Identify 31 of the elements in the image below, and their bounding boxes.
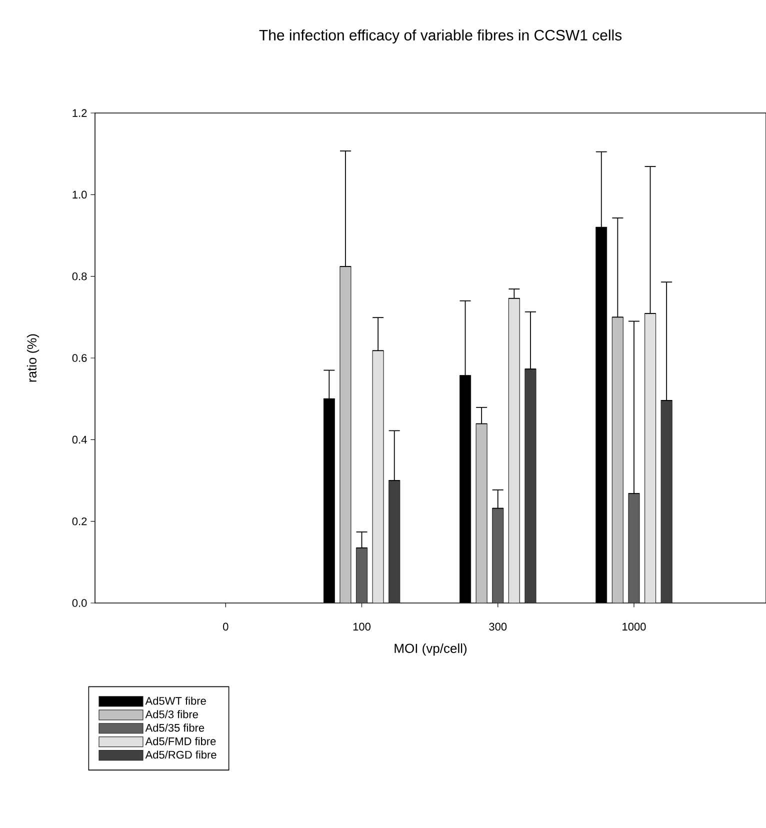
bar	[339, 266, 352, 603]
y-tick-label: 0.2	[72, 517, 86, 526]
bar	[644, 313, 656, 603]
y-tick-label: 1.0	[72, 190, 87, 199]
y-tick-label: 1.2	[72, 109, 86, 117]
bar	[372, 350, 384, 603]
bar	[476, 423, 488, 603]
chart-title: The infection efficacy of variable fibres in CCSW1 cells	[259, 29, 622, 44]
bar	[388, 480, 400, 603]
legend-label: Ad5/RGD fibre	[145, 750, 216, 759]
legend-label: Ad5/35 fibre	[145, 724, 204, 732]
x-tick-label: 1000	[622, 622, 646, 631]
x-tick-label: 300	[488, 622, 506, 631]
x-axis-title: MOI (vp/cell)	[394, 643, 466, 656]
x-tick-label: 0	[222, 622, 228, 631]
bar	[612, 316, 624, 603]
legend-label: Ad5/3 fibre	[145, 710, 198, 718]
bar	[356, 548, 368, 603]
y-tick-label: 0.6	[72, 354, 87, 362]
legend-label: Ad5WT fibre	[145, 696, 206, 705]
bar	[524, 368, 536, 603]
y-axis-title: ratio (%)	[26, 334, 39, 382]
bar	[660, 400, 672, 603]
legend-label: Ad5/FMD fibre	[145, 737, 216, 746]
x-tick-label: 100	[353, 622, 370, 631]
bar	[492, 508, 504, 603]
y-tick-label: 0.4	[72, 436, 87, 444]
bar	[508, 298, 520, 603]
bar	[628, 493, 640, 603]
y-tick-label: 0.8	[72, 272, 87, 280]
y-tick-label: 0.0	[72, 599, 87, 607]
